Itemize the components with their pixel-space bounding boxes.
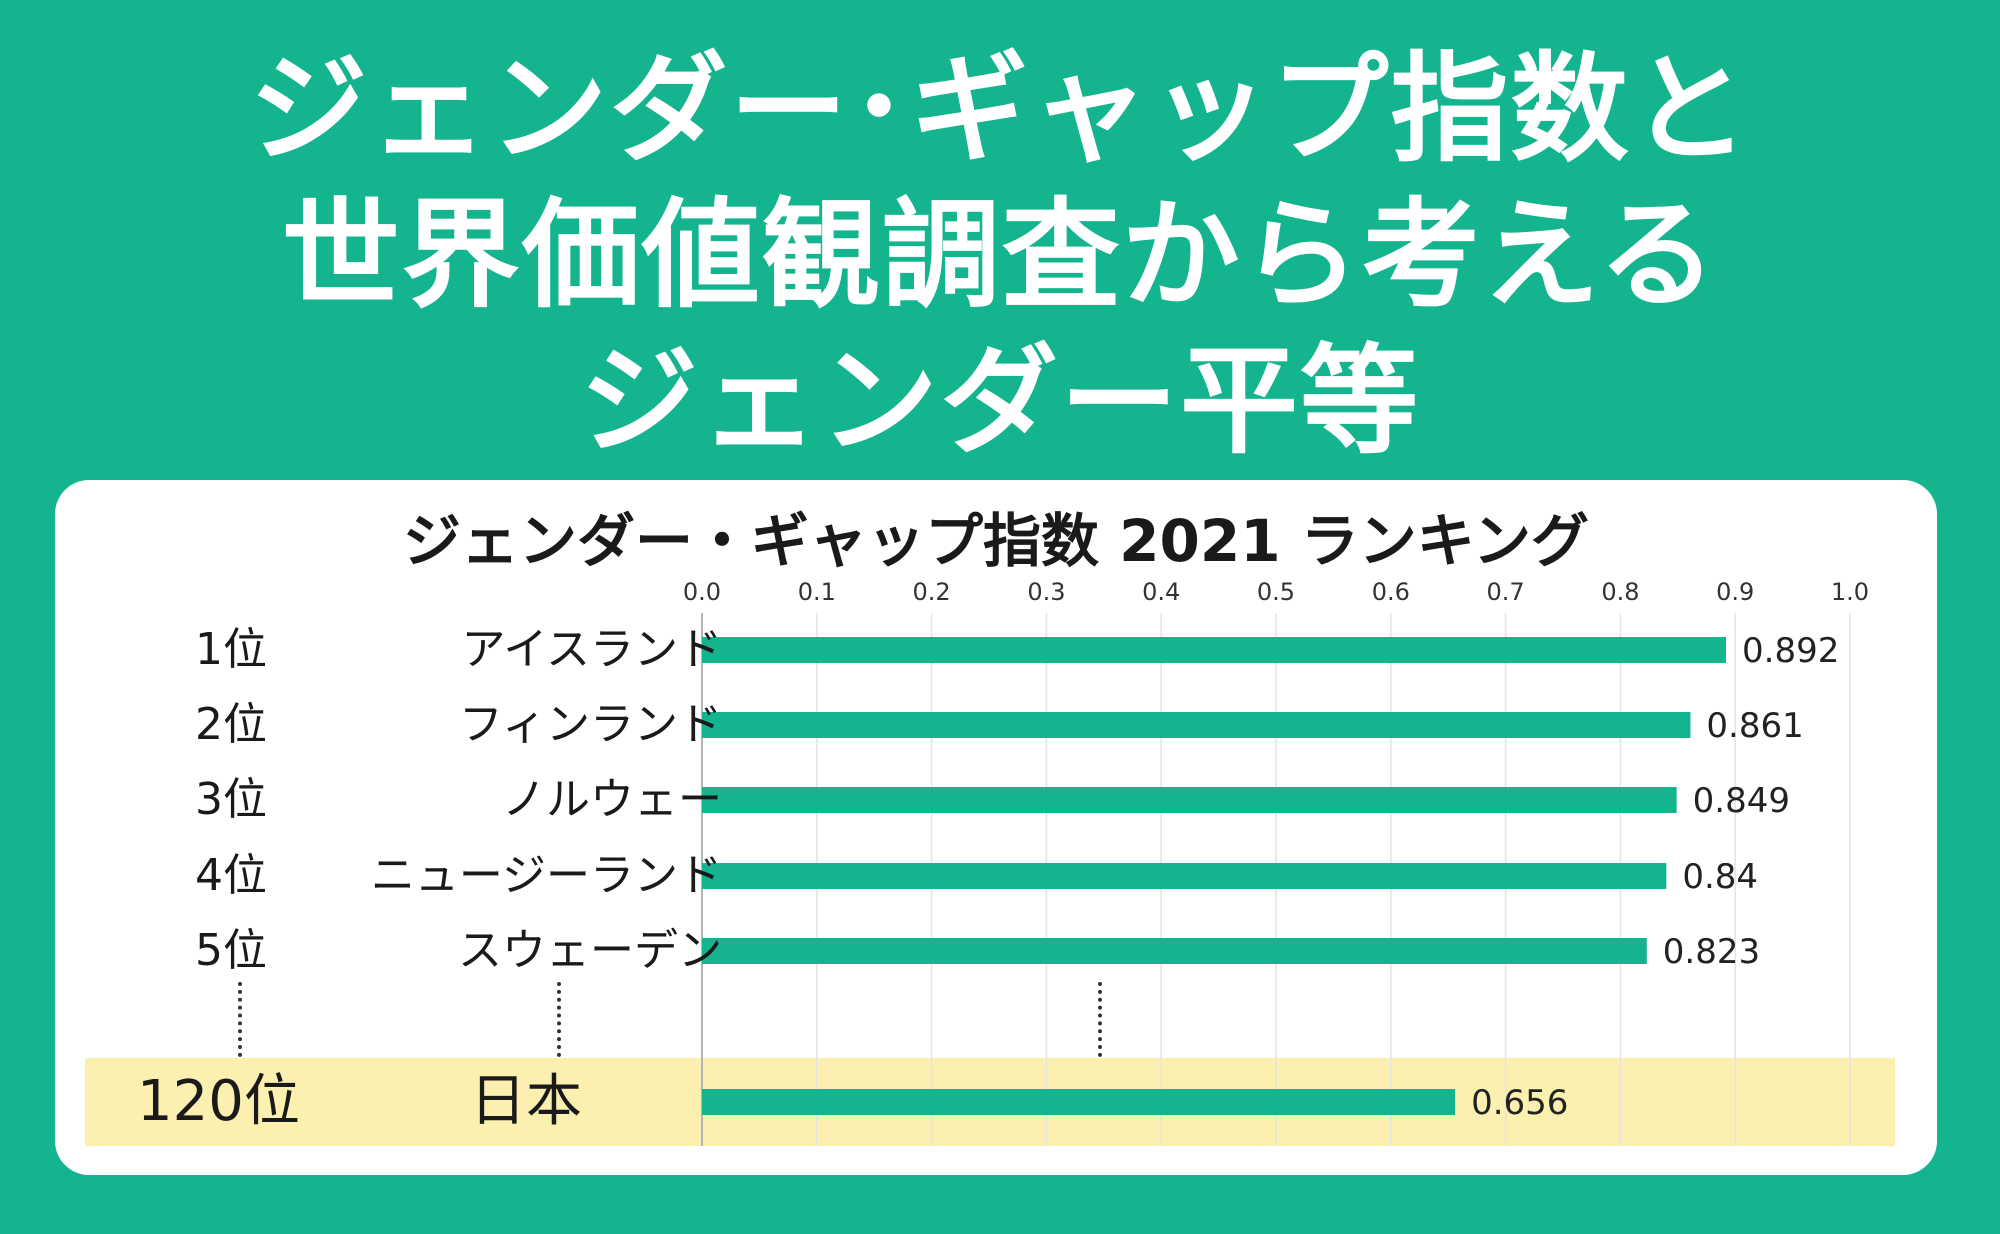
bar-6 (702, 1089, 1456, 1115)
rank-label: 1位 (195, 624, 267, 675)
x-tick-label: 0.9 (1716, 578, 1754, 606)
bar-value-label: 0.656 (1471, 1083, 1568, 1123)
chart-title: ジェンダー・ギャップ指数 2021 ランキング (402, 507, 1590, 575)
headline: ジェンダー･ギャップ指数と 世界価値観調査から考える ジェンダー平等 (0, 36, 2000, 474)
x-tick-label: 0.7 (1487, 578, 1525, 606)
chart-card: ジェンダー・ギャップ指数 2021 ランキング 0.0 0.1 0.2 0.3 0.4 0… (55, 480, 1937, 1175)
bar-5 (702, 938, 1647, 964)
country-label: ノルウェー (502, 774, 722, 825)
x-tick-label: 0.2 (913, 578, 951, 606)
x-tick-label: 0.4 (1142, 578, 1180, 606)
country-label: アイスランド (461, 624, 722, 675)
rank-label: 120位 (137, 1069, 300, 1134)
x-tick-label: 1.0 (1831, 578, 1869, 606)
country-label: スウェーデン (458, 925, 722, 976)
bar-chart: 0.0 0.1 0.2 0.3 0.4 0.5 0.6 0.7 0.8 0.9 1.0 0.892 0.… (683, 578, 1869, 1146)
bar-1 (702, 637, 1727, 663)
headline-line-2: 世界価値観調査から考える (281, 186, 1719, 324)
ellipsis-dots-rank (238, 982, 242, 1057)
x-tick-label: 0.1 (798, 578, 836, 606)
x-tick-label: 0.6 (1372, 578, 1410, 606)
country-label: 日本 (470, 1069, 582, 1134)
bar-4 (702, 863, 1667, 889)
bar-value-label: 0.823 (1663, 932, 1760, 972)
bar-2 (702, 712, 1691, 738)
headline-line-1: ジェンダー･ギャップ指数と (249, 40, 1751, 178)
x-tick-label: 0.0 (683, 578, 721, 606)
country-label: フィンランド (458, 699, 722, 750)
headline-line-3: ジェンダー平等 (579, 332, 1420, 470)
bar-value-label: 0.84 (1682, 857, 1758, 897)
bar-value-label: 0.861 (1706, 706, 1803, 746)
rank-label: 4位 (195, 850, 267, 901)
x-tick-label: 0.3 (1027, 578, 1065, 606)
x-tick-label: 0.5 (1257, 578, 1295, 606)
x-tick-label: 0.8 (1601, 578, 1639, 606)
rank-label: 2位 (195, 699, 267, 750)
bar-value-label: 0.892 (1742, 631, 1839, 671)
ellipsis-dots-country (557, 982, 561, 1057)
bar-3 (702, 787, 1677, 813)
bar-value-label: 0.849 (1693, 781, 1790, 821)
country-label: ニュージーランド (370, 850, 722, 901)
rank-label: 5位 (195, 925, 267, 976)
ellipsis-dots-bars (1098, 982, 1102, 1057)
rank-label: 3位 (195, 774, 267, 825)
